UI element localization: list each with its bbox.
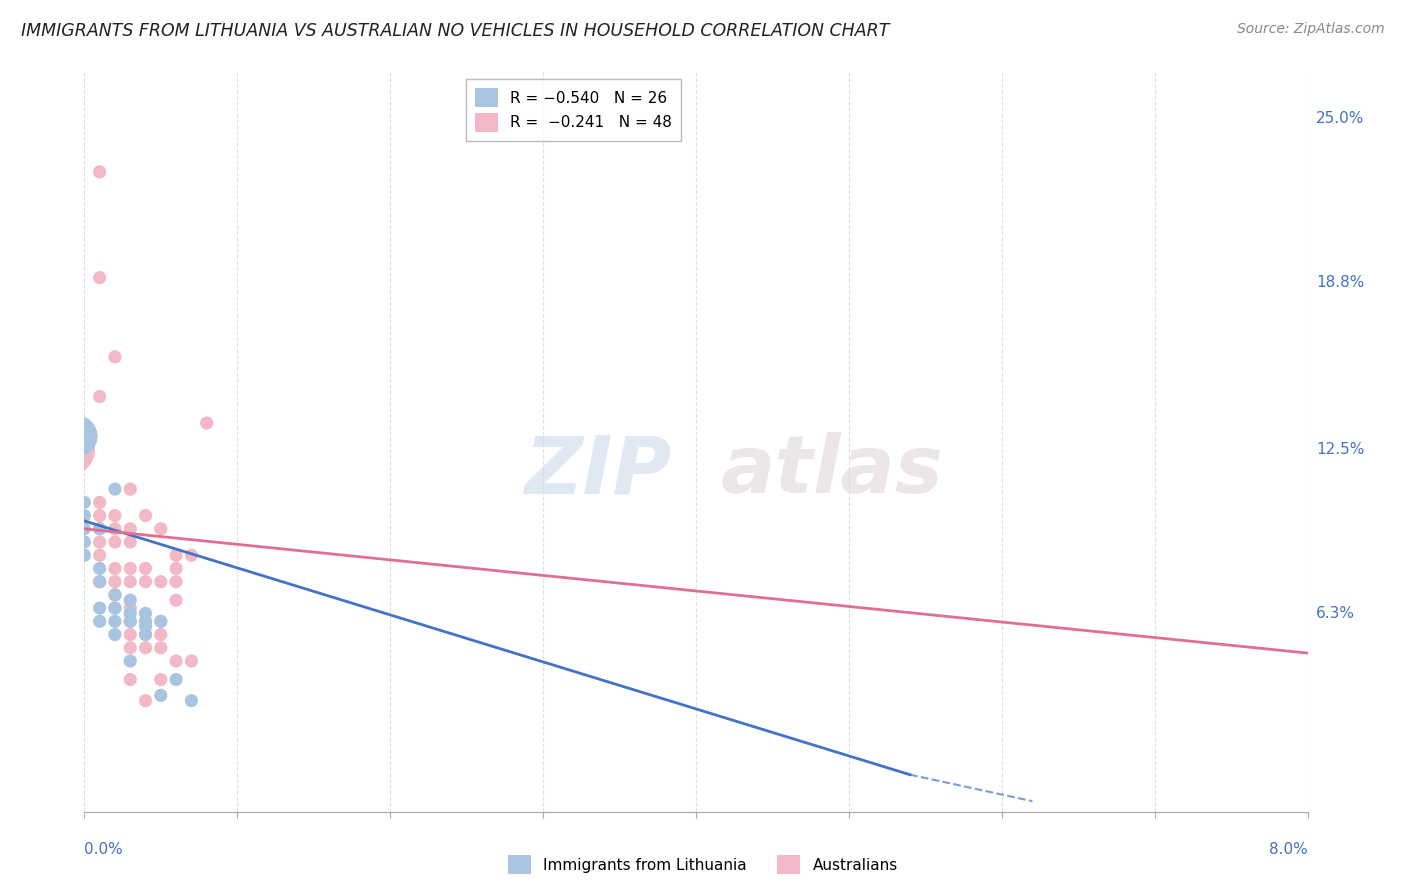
Point	[89, 165, 111, 179]
Point	[120, 601, 142, 615]
Legend: R = −0.540   N = 26, R =  −0.241   N = 48: R = −0.540 N = 26, R = −0.241 N = 48	[465, 79, 682, 141]
Point	[180, 694, 202, 708]
Point	[149, 615, 172, 629]
Point	[135, 615, 157, 629]
Point	[66, 429, 89, 443]
Point	[120, 615, 142, 629]
Point	[120, 627, 142, 641]
Text: 25.0%: 25.0%	[1316, 112, 1364, 127]
Point	[165, 574, 187, 589]
Text: ZIP: ZIP	[524, 432, 672, 510]
Point	[120, 574, 142, 589]
Point	[89, 508, 111, 523]
Point	[104, 588, 127, 602]
Point	[89, 561, 111, 575]
Text: IMMIGRANTS FROM LITHUANIA VS AUSTRALIAN NO VEHICLES IN HOUSEHOLD CORRELATION CHA: IMMIGRANTS FROM LITHUANIA VS AUSTRALIAN …	[21, 22, 890, 40]
Point	[149, 673, 172, 687]
Point	[73, 522, 96, 536]
Point	[89, 522, 111, 536]
Point	[135, 574, 157, 589]
Point	[104, 627, 127, 641]
Point	[135, 627, 157, 641]
Point	[89, 601, 111, 615]
Point	[73, 495, 96, 509]
Point	[149, 522, 172, 536]
Point	[120, 640, 142, 655]
Text: 0.0%: 0.0%	[84, 842, 124, 857]
Point	[104, 482, 127, 496]
Point	[89, 615, 111, 629]
Point	[149, 689, 172, 703]
Text: Source: ZipAtlas.com: Source: ZipAtlas.com	[1237, 22, 1385, 37]
Point	[120, 593, 142, 607]
Text: 8.0%: 8.0%	[1268, 842, 1308, 857]
Point	[195, 416, 218, 430]
Point	[180, 654, 202, 668]
Point	[180, 548, 202, 562]
Point	[165, 561, 187, 575]
Point	[89, 574, 111, 589]
Point	[149, 640, 172, 655]
Point	[165, 673, 187, 687]
Point	[120, 561, 142, 575]
Point	[73, 508, 96, 523]
Point	[58, 442, 80, 457]
Point	[89, 548, 111, 562]
Point	[120, 607, 142, 621]
Point	[73, 535, 96, 549]
Point	[135, 640, 157, 655]
Point	[104, 601, 127, 615]
Point	[120, 615, 142, 629]
Point	[135, 561, 157, 575]
Point	[73, 548, 96, 562]
Text: atlas: atlas	[720, 432, 943, 510]
Point	[89, 270, 111, 285]
Point	[120, 673, 142, 687]
Point	[89, 522, 111, 536]
Legend: Immigrants from Lithuania, Australians: Immigrants from Lithuania, Australians	[502, 849, 904, 880]
Point	[165, 593, 187, 607]
Point	[104, 508, 127, 523]
Point	[149, 574, 172, 589]
Point	[104, 350, 127, 364]
Point	[104, 574, 127, 589]
Point	[89, 390, 111, 404]
Point	[73, 429, 96, 443]
Point	[120, 522, 142, 536]
Point	[89, 495, 111, 509]
Point	[135, 694, 157, 708]
Point	[135, 615, 157, 629]
Point	[104, 535, 127, 549]
Point	[120, 535, 142, 549]
Point	[149, 615, 172, 629]
Text: 6.3%: 6.3%	[1316, 606, 1355, 621]
Point	[120, 654, 142, 668]
Point	[135, 627, 157, 641]
Point	[135, 619, 157, 633]
Point	[135, 607, 157, 621]
Point	[104, 522, 127, 536]
Text: 18.8%: 18.8%	[1316, 276, 1364, 291]
Point	[89, 535, 111, 549]
Point	[104, 615, 127, 629]
Point	[104, 588, 127, 602]
Point	[89, 574, 111, 589]
Point	[135, 508, 157, 523]
Point	[165, 548, 187, 562]
Point	[149, 627, 172, 641]
Point	[165, 654, 187, 668]
Text: 12.5%: 12.5%	[1316, 442, 1364, 457]
Point	[104, 601, 127, 615]
Point	[104, 561, 127, 575]
Point	[120, 482, 142, 496]
